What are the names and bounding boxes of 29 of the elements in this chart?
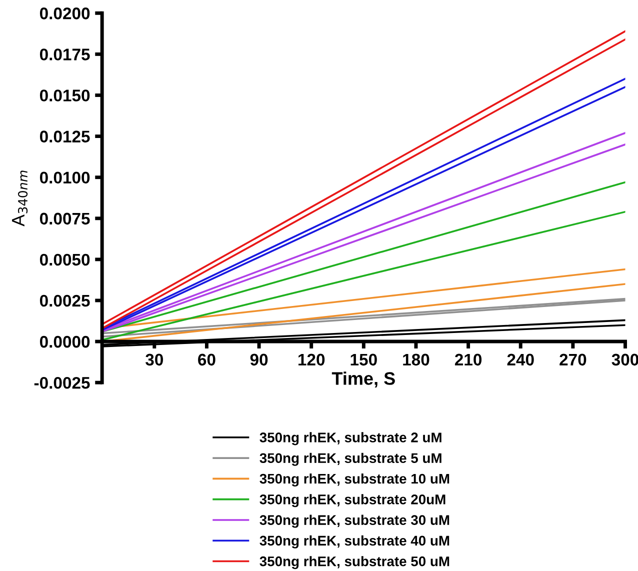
x-tick-label: 180: [403, 354, 430, 366]
y-tick-label: 0.0150: [40, 90, 90, 102]
y-tick-label: 0.0025: [40, 294, 90, 307]
legend-label: 350ng rhEK, substrate 40 uM: [260, 535, 450, 548]
x-tick-label: 120: [298, 354, 325, 366]
y-tick-label: 0.0200: [40, 8, 90, 20]
x-tick-label: 210: [454, 354, 482, 366]
legend-label: 350ng rhEK, substrate 10 uM: [260, 473, 450, 486]
legend-label: 350ng rhEK, substrate 30 uM: [260, 514, 450, 528]
x-tick-label: 240: [507, 354, 534, 366]
x-tick-label: 30: [146, 354, 163, 366]
legend-label: 350ng rhEK, substrate 2 uM: [260, 432, 442, 446]
legend-label: 350ng rhEK, substrate 5 uM: [260, 452, 442, 466]
y-tick-label: 0.0175: [40, 48, 90, 60]
x-tick-label: 90: [250, 354, 268, 366]
y-axis-title: A$_{340nm}$: [12, 170, 28, 226]
x-tick-label: 150: [350, 354, 377, 366]
x-axis-title: Time, S: [332, 372, 395, 388]
y-tick-label: 0.0100: [40, 172, 90, 184]
legend-label: 350ng rhEK, substrate 20uM: [260, 494, 446, 508]
x-tick-label: 270: [560, 354, 586, 366]
y-tick-label: 0.0000: [40, 336, 90, 348]
legend-label: 350ng rhEK, substrate 50 uM: [260, 556, 450, 570]
y-tick-label: 0.0125: [40, 130, 90, 142]
y-tick-label: -0.0025: [34, 376, 90, 389]
y-tick-label: 0.0075: [40, 212, 90, 225]
y-tick-label: 0.0050: [40, 254, 90, 266]
x-tick-label: 60: [198, 354, 216, 366]
x-tick-label: 300: [612, 354, 638, 366]
